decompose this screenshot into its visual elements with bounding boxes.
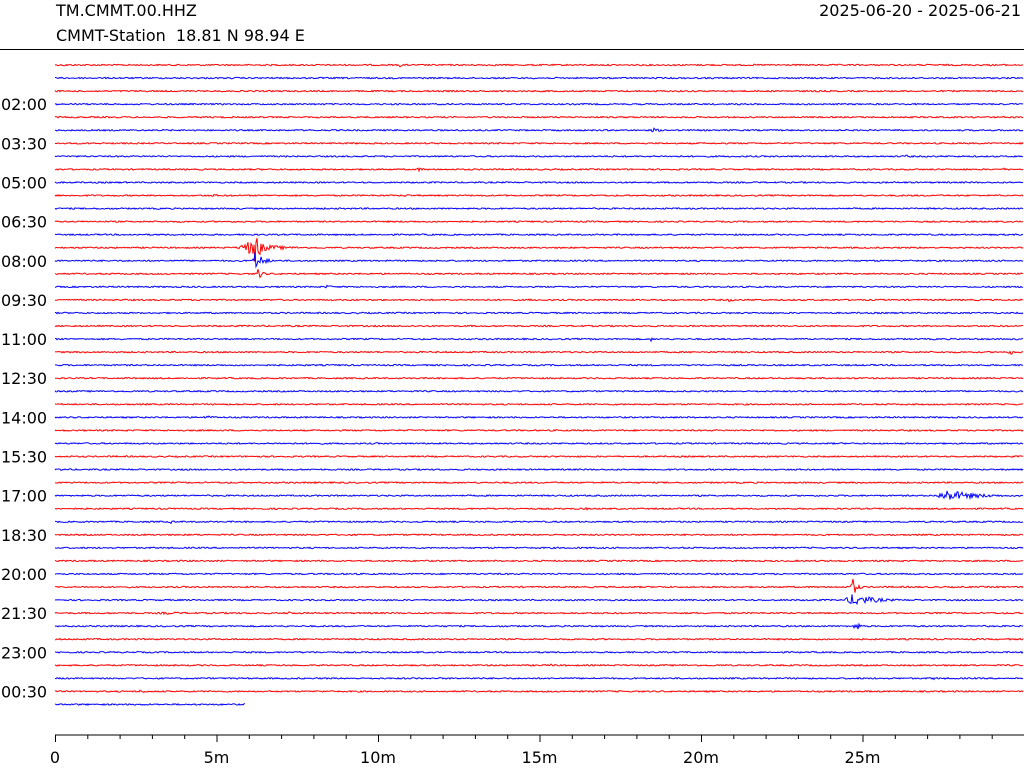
time-label: 20:00	[1, 565, 47, 584]
trace-row-1	[54, 76, 1024, 80]
trace-row-34	[54, 506, 1024, 511]
x-tick-label: 25m	[845, 748, 881, 767]
x-tick-label: 0	[50, 748, 60, 767]
trace-row-42	[54, 611, 1024, 616]
time-label: 21:30	[1, 604, 47, 623]
trace-row-5	[54, 127, 1024, 133]
trace-row-0	[54, 63, 1024, 68]
trace-row-24	[54, 376, 1024, 380]
trace-row-33	[54, 490, 1024, 501]
trace-row-27	[54, 415, 1024, 419]
time-label: 02:00	[1, 95, 47, 114]
time-label: 11:00	[1, 330, 47, 349]
date-range: 2025-06-20 - 2025-06-21	[819, 1, 1021, 20]
trace-row-11	[54, 207, 1024, 211]
trace-row-20	[54, 324, 1024, 328]
trace-row-26	[54, 402, 1023, 406]
x-axis: 0 5m 10m 15m 20m 25m	[50, 734, 1024, 767]
trace-row-29	[54, 441, 1024, 446]
trace-row-32	[54, 481, 1024, 485]
trace-row-7	[54, 154, 1024, 158]
time-label: 12:30	[1, 369, 47, 388]
trace-row-44	[55, 637, 1024, 641]
trace-row-16	[54, 269, 1024, 279]
trace-row-38	[54, 559, 1024, 563]
trace-row-19	[55, 311, 1024, 315]
header-divider	[0, 49, 1024, 50]
trace-row-35	[54, 520, 1024, 525]
trace-row-49	[54, 702, 245, 707]
trace-row-9	[54, 180, 1024, 184]
trace-row-28	[54, 428, 1024, 432]
station-code: TM.CMMT.00.HHZ	[56, 1, 197, 20]
time-label: 00:30	[1, 682, 47, 701]
trace-row-43	[54, 622, 1024, 630]
time-label: 06:30	[1, 213, 47, 232]
time-label-group: 02:00 03:30 05:00 06:30 08:00 09:30 11:00 12:30…	[1, 95, 47, 701]
trace-row-14	[54, 238, 1024, 262]
trace-row-22	[54, 350, 1023, 355]
trace-row-36	[54, 533, 1024, 537]
x-tick-label: 5m	[204, 748, 230, 767]
trace-row-25	[54, 389, 1024, 393]
trace-row-41	[54, 594, 1024, 606]
trace-row-48	[54, 689, 1024, 693]
time-label: 05:00	[1, 173, 47, 192]
trace-row-40	[54, 578, 1024, 593]
station-info: CMMT-Station 18.81 N 98.94 E	[56, 26, 305, 45]
trace-row-45	[54, 650, 1024, 654]
trace-row-8	[54, 167, 1024, 173]
x-tick-label: 20m	[683, 748, 719, 767]
trace-row-13	[54, 233, 1024, 237]
time-label: 08:00	[1, 252, 47, 271]
trace-row-10	[54, 193, 1024, 198]
time-label: 09:30	[1, 291, 47, 310]
x-tick-label: 10m	[360, 748, 396, 767]
trace-row-23	[55, 363, 1024, 367]
trace-row-2	[54, 89, 1024, 93]
time-label: 23:00	[1, 643, 47, 662]
trace-row-4	[54, 115, 1024, 119]
trace-row-39	[54, 572, 1024, 576]
time-label: 03:30	[1, 134, 47, 153]
trace-row-30	[54, 455, 1024, 458]
trace-row-21	[54, 336, 1023, 343]
time-label: 14:00	[1, 408, 47, 427]
trace-row-47	[54, 676, 1024, 681]
trace-row-6	[54, 141, 1024, 145]
trace-row-17	[54, 284, 1024, 289]
trace-row-15	[54, 252, 1024, 269]
trace-row-3	[54, 102, 1024, 106]
trace-group	[54, 63, 1024, 707]
trace-row-12	[54, 220, 1023, 224]
x-tick-label: 15m	[522, 748, 558, 767]
time-label: 18:30	[1, 526, 47, 545]
trace-row-37	[54, 546, 1024, 550]
time-label: 15:30	[1, 448, 47, 467]
time-label: 17:00	[1, 487, 47, 506]
trace-row-46	[54, 663, 1024, 667]
trace-row-18	[54, 298, 1024, 303]
trace-row-31	[54, 467, 1024, 472]
